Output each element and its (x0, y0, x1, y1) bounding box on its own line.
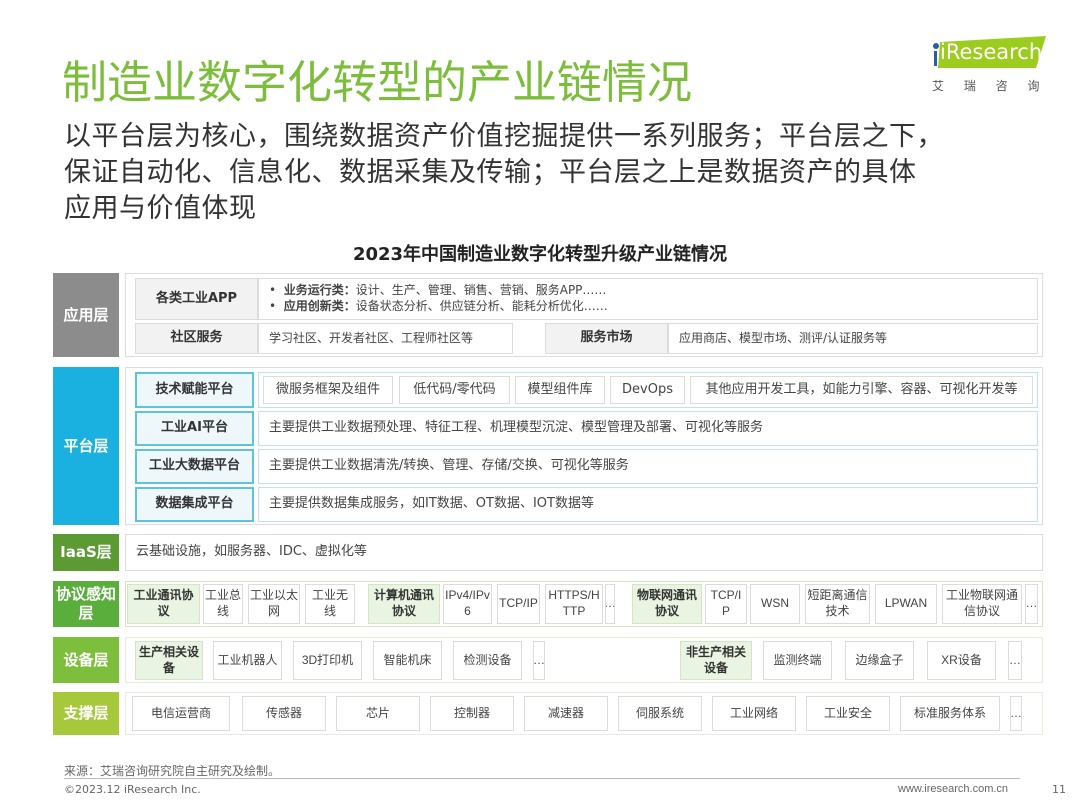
layer-label-support: 支撑层 (53, 692, 119, 735)
layer-label-platform: 平台层 (53, 367, 119, 525)
layer-label-iaas: IaaS层 (53, 534, 119, 571)
support-item: 减速器 (524, 696, 608, 731)
protocol-item: … (1025, 584, 1038, 624)
support-item: 伺服系统 (618, 696, 702, 731)
layer-label-app: 应用层 (53, 273, 119, 357)
protocol-item: WSN (750, 584, 800, 624)
protocol-item: LPWAN (875, 584, 937, 624)
protocol-item: 工业无线 (305, 584, 355, 624)
platform-name: 技术赋能平台 (135, 372, 254, 408)
subtitle-line: 保证自动化、信息化、数据采集及传输；平台层之上是数据资产的具体 (64, 157, 917, 188)
iaas-desc: 云基础设施，如服务器、IDC、虚拟化等 (125, 534, 1043, 571)
logo-text: iResearch (940, 40, 1043, 64)
platform-item: 其他应用开发工具，如能力引擎、容器、可视化开发等 (690, 376, 1033, 404)
support-item: 控制器 (430, 696, 514, 731)
platform-desc: 主要提供工业数据清洗/转换、管理、存储/交换、可视化等服务 (258, 449, 1038, 484)
device-item: 3D打印机 (293, 641, 362, 680)
device-item: 工业机器人 (213, 641, 282, 680)
protocol-item: … (605, 584, 615, 624)
market-name: 服务市场 (545, 323, 668, 354)
logo-cn: 艾 瑞 咨 询 (932, 79, 1048, 93)
support-item: 工业安全 (806, 696, 890, 731)
support-item: 标准服务体系 (900, 696, 1000, 731)
protocol-group-name: 物联网通讯协议 (632, 584, 702, 624)
support-item: 工业网络 (712, 696, 796, 731)
device-item: 检测设备 (453, 641, 522, 680)
website-link[interactable]: www.iresearch.com.cn (898, 783, 1009, 795)
platform-name: 工业AI平台 (135, 411, 254, 446)
community-desc: 学习社区、开发者社区、工程师社区等 (258, 323, 513, 354)
device-item: 监测终端 (763, 641, 832, 680)
device-item: … (1008, 641, 1022, 680)
protocol-item: HTTPS/HTTP (545, 584, 603, 624)
subtitle-line: 以平台层为核心，围绕数据资产价值挖掘提供一系列服务；平台层之下， (64, 121, 944, 152)
protocol-group-name: 工业通讯协议 (127, 584, 200, 624)
platform-name: 工业大数据平台 (135, 449, 254, 484)
source-note: 来源：艾瑞咨询研究院自主研究及绘制。 (64, 764, 281, 778)
platform-item: 模型组件库 (515, 376, 605, 404)
bullet-item: • 业务运行类：设计、生产、管理、销售、营销、服务APP…… (269, 283, 607, 298)
device-item: 智能机床 (373, 641, 442, 680)
bullet-item: • 应用创新类：设备状态分析、供应链分析、能耗分析优化…… (269, 299, 608, 313)
protocol-item: 工业总线 (203, 584, 243, 624)
device-group-name: 非生产相关设备 (680, 641, 752, 680)
device-item: … (533, 641, 545, 680)
page-number: 11 (1052, 783, 1066, 796)
iresearch-logo: iResearch (928, 36, 1048, 70)
device-item: XR设备 (927, 641, 996, 680)
support-item: 传感器 (242, 696, 326, 731)
layer-label-protocol: 协议感知层 (53, 581, 119, 627)
support-item: 芯片 (336, 696, 420, 731)
platform-desc: 主要提供工业数据预处理、特征工程、机理模型沉淀、模型管理及部署、可视化等服务 (258, 411, 1038, 446)
platform-name: 数据集成平台 (135, 487, 254, 522)
support-item: 电信运营商 (132, 696, 230, 731)
protocol-item: TCP/IP (497, 584, 540, 624)
copyright: ©2023.12 iResearch Inc. (64, 783, 201, 796)
community-name: 社区服务 (135, 323, 258, 354)
apps-name: 各类工业APP (135, 278, 258, 320)
subtitle-line: 应用与价值体现 (64, 193, 257, 224)
protocol-item: 工业物联网通信协议 (942, 584, 1022, 624)
platform-item: DevOps (610, 376, 685, 404)
protocol-item: 工业以太网 (248, 584, 300, 624)
footer-divider (64, 778, 1020, 779)
market-desc: 应用商店、模型市场、测评/认证服务等 (668, 323, 1038, 354)
protocol-item: IPv4/IPv6 (443, 584, 492, 624)
platform-desc: 主要提供数据集成服务，如IT数据、OT数据、IOT数据等 (258, 487, 1038, 522)
platform-item: 微服务框架及组件 (263, 376, 393, 404)
device-item: 边缘盒子 (845, 641, 914, 680)
protocol-item: TCP/IP (705, 584, 747, 624)
platform-item: 低代码/零代码 (399, 376, 510, 404)
apps-bullets: • 业务运行类：设计、生产、管理、销售、营销、服务APP…… • 应用创新类：设… (258, 278, 1038, 320)
diagram-title: 2023年中国制造业数字化转型升级产业链情况 (352, 244, 728, 265)
device-group-name: 生产相关设备 (135, 641, 203, 680)
page-title: 制造业数字化转型的产业链情况 (62, 56, 693, 109)
protocol-group-name: 计算机通讯协议 (368, 584, 440, 624)
layer-label-device: 设备层 (53, 637, 119, 683)
protocol-item: 短距离通信技术 (805, 584, 870, 624)
support-item: … (1010, 696, 1022, 731)
